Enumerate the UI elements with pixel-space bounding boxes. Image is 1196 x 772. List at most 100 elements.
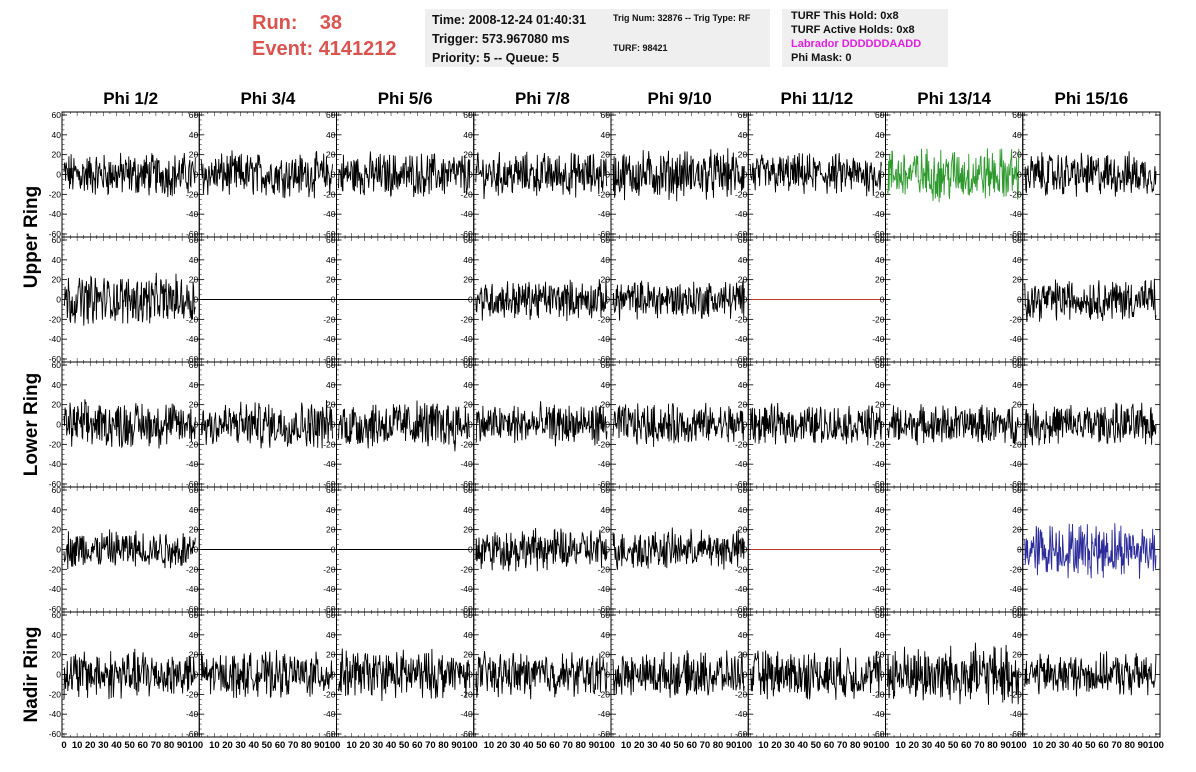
x-tick-label: 70	[425, 740, 436, 751]
x-tick-label: 70	[1111, 740, 1122, 751]
x-tick-label: 100	[599, 740, 615, 751]
y-tick-label: 0	[880, 295, 885, 305]
y-tick-label: -60	[598, 604, 611, 614]
y-tick-label: 20	[326, 525, 336, 535]
y-tick-label: 60	[1012, 485, 1022, 495]
y-tick-label: -20	[1009, 689, 1022, 699]
y-tick-label: -40	[598, 709, 611, 719]
y-tick-label: 20	[326, 275, 336, 285]
y-tick-label: -40	[598, 584, 611, 594]
y-tick-label: -40	[186, 584, 199, 594]
y-tick-label: -40	[598, 459, 611, 469]
y-tick-label: 60	[601, 235, 611, 245]
y-tick-label: 0	[56, 420, 61, 430]
x-tick-label: 40	[935, 740, 946, 751]
y-tick-label: 0	[468, 670, 473, 680]
y-tick-label: -40	[460, 584, 473, 594]
waveform-trace	[63, 152, 196, 198]
y-tick-label: 60	[326, 110, 336, 120]
y-tick-label: 0	[331, 670, 336, 680]
turf-info-box: TURF This Hold: 0x8 TURF Active Holds: 0…	[782, 9, 948, 67]
y-tick-label: 0	[1017, 295, 1022, 305]
y-tick-label: 40	[52, 505, 62, 515]
y-tick-label: 40	[875, 255, 885, 265]
y-tick-label: -60	[323, 604, 336, 614]
y-tick-label: 60	[875, 485, 885, 495]
y-tick-label: -60	[872, 479, 885, 489]
y-tick-label: 20	[875, 275, 885, 285]
y-tick-label: 0	[1017, 420, 1022, 430]
y-tick-label: -20	[49, 689, 62, 699]
time-info-box: Time: 2008-12-24 01:40:31 Trigger: 573.9…	[425, 9, 616, 67]
y-tick-label: 40	[326, 255, 336, 265]
x-tick-label: 40	[386, 740, 397, 751]
y-tick-label: -60	[598, 479, 611, 489]
column-title: Phi 1/2	[103, 89, 158, 108]
y-tick-label: -60	[186, 229, 199, 239]
y-tick-label: -20	[735, 314, 748, 324]
column-title: Phi 15/16	[1055, 89, 1129, 108]
y-tick-label: 60	[601, 110, 611, 120]
y-tick-label: 40	[189, 380, 199, 390]
y-tick-label: 60	[875, 360, 885, 370]
y-tick-label: 60	[738, 110, 748, 120]
y-tick-label: -40	[735, 334, 748, 344]
waveform-trace	[1024, 402, 1157, 448]
y-tick-label: 20	[601, 150, 611, 160]
y-tick-label: -60	[1009, 604, 1022, 614]
y-tick-label: -60	[49, 604, 62, 614]
run-row: Run: 38	[252, 10, 397, 36]
y-tick-label: -20	[323, 689, 336, 699]
x-tick-label: 100	[874, 740, 890, 751]
y-tick-label: 60	[52, 235, 62, 245]
y-tick-label: 60	[601, 360, 611, 370]
y-tick-label: -40	[323, 459, 336, 469]
x-tick-label: 20	[771, 740, 782, 751]
y-tick-label: 0	[194, 295, 199, 305]
waveform-trace	[612, 148, 745, 202]
y-tick-label: -40	[460, 209, 473, 219]
x-tick-label: 40	[797, 740, 808, 751]
x-tick-label: 30	[647, 740, 658, 751]
phi-mask-text: Phi Mask: 0	[791, 52, 852, 64]
y-tick-label: -40	[1009, 459, 1022, 469]
y-tick-label: -20	[323, 564, 336, 574]
x-tick-label: 60	[412, 740, 423, 751]
waveform-trace	[749, 152, 882, 197]
x-tick-label: 70	[562, 740, 573, 751]
y-tick-label: -20	[186, 439, 199, 449]
x-tick-label: 10	[758, 740, 769, 751]
y-tick-label: 0	[56, 170, 61, 180]
x-tick-label: 50	[124, 740, 135, 751]
y-tick-label: -60	[598, 229, 611, 239]
y-tick-label: 0	[1017, 670, 1022, 680]
y-tick-label: -20	[460, 314, 473, 324]
panel-frame	[885, 236, 1024, 363]
waveform-trace	[63, 272, 196, 326]
y-tick-label: 60	[189, 360, 199, 370]
y-tick-label: -20	[872, 189, 885, 199]
y-tick-label: 20	[189, 525, 199, 535]
y-tick-label: 60	[738, 485, 748, 495]
y-tick-label: -40	[186, 459, 199, 469]
waveform-trace	[612, 650, 745, 698]
y-tick-label: 20	[463, 525, 473, 535]
x-tick-label: 30	[235, 740, 246, 751]
column-title: Phi 5/6	[378, 89, 433, 108]
y-tick-label: 40	[189, 255, 199, 265]
trigger-info-box: Trig Num: 32876 -- Trig Type: RF TURF: 9…	[605, 9, 770, 67]
y-tick-label: -60	[735, 604, 748, 614]
x-tick-label: 60	[824, 740, 835, 751]
y-tick-label: 20	[738, 400, 748, 410]
y-tick-label: 40	[738, 505, 748, 515]
waveform-trace	[749, 402, 882, 446]
y-tick-label: -40	[598, 334, 611, 344]
time-text: Time: 2008-12-24 01:40:31	[432, 13, 587, 27]
y-tick-label: 40	[463, 130, 473, 140]
y-tick-label: 0	[880, 170, 885, 180]
x-tick-label: 80	[301, 740, 312, 751]
y-tick-label: -40	[735, 209, 748, 219]
y-tick-label: 60	[326, 610, 336, 620]
y-tick-label: 40	[326, 380, 336, 390]
